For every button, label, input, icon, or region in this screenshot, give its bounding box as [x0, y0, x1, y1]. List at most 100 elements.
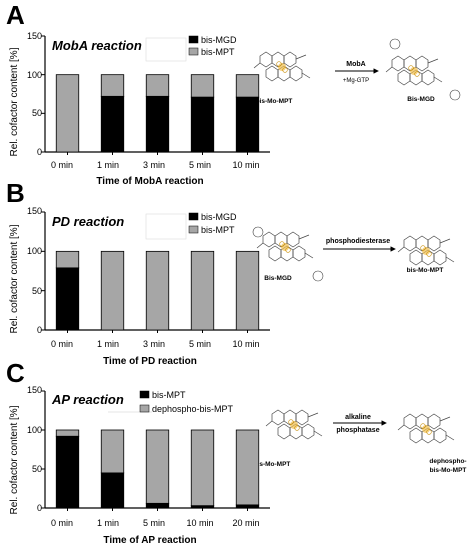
structure-right-icon — [397, 235, 455, 266]
tick-labels-a: 150 100 50 0 0 min 1 min 3 min 5 min 10 … — [27, 31, 260, 170]
guanine-ring-icon — [252, 226, 264, 238]
legend-label: dephospho-bis-MPT — [152, 404, 234, 414]
scheme-left-label: bis-Mo-MPT — [256, 98, 293, 105]
bar-light-segment — [100, 429, 125, 474]
bar-light-segment — [55, 74, 80, 153]
scheme-right-label: bis-Mo-MPT — [407, 267, 444, 274]
bars-panel-a — [41, 35, 270, 155]
legend-swatch-light — [188, 225, 199, 234]
chart-title-b: PD reaction — [52, 214, 124, 229]
panel-letter-c: C — [6, 358, 25, 388]
legend-swatch-dark — [188, 35, 199, 44]
bar-dark-segment — [100, 95, 125, 153]
x-tick-label: 0 min — [51, 518, 73, 528]
x-tick-label: 3 min — [143, 160, 165, 170]
bar-dark-segment — [55, 435, 80, 509]
x-tick-label: 1 min — [97, 339, 119, 349]
legend-label: bis-MGD — [201, 35, 237, 45]
bar-light-segment — [100, 74, 125, 97]
panel-a: A Rel. cofactor content [%] 150 100 50 0… — [6, 0, 260, 187]
x-tick-label: 0 min — [51, 160, 73, 170]
x-tick-label: 10 min — [232, 160, 259, 170]
x-axis-label-c: Time of AP reaction — [103, 535, 196, 546]
chart-title-a: MobA reaction — [52, 38, 142, 53]
bar-dark-segment — [145, 502, 170, 509]
bar-light-segment — [55, 429, 80, 437]
bar-dark-segment — [55, 267, 80, 331]
bars-panel-c — [41, 390, 270, 511]
arrow-sub-label: +Mg-GTP — [343, 78, 369, 84]
y-tick-label: 150 — [27, 31, 42, 41]
legend-frame — [145, 213, 187, 240]
bar-dark-segment — [235, 504, 260, 509]
x-tick-label: 10 min — [186, 518, 213, 528]
y-tick-label: 50 — [32, 286, 42, 296]
y-tick-label: 100 — [27, 425, 42, 435]
bar-light-segment — [235, 250, 260, 331]
legend-swatch-light — [188, 47, 199, 56]
bar-light-segment — [190, 429, 215, 507]
x-tick-label: 1 min — [97, 518, 119, 528]
bar-light-segment — [145, 74, 170, 97]
guanine-ring-icon — [312, 270, 324, 282]
bar-dark-segment — [100, 472, 125, 509]
y-axis-label-a: Rel. cofactor content [%] — [9, 47, 20, 156]
scheme-left-label: Bis-MGD — [264, 275, 292, 282]
legend-swatch-dark — [188, 212, 199, 221]
bar-light-segment — [190, 250, 215, 331]
bar-light-segment — [55, 250, 80, 269]
bar-light-segment — [235, 429, 260, 506]
structure-left-icon — [253, 51, 311, 82]
legend-b: bis-MGD bis-MPT — [188, 212, 237, 235]
bar-light-segment — [190, 74, 215, 98]
arrow-label: alkaline — [345, 414, 371, 421]
legend-a: bis-MGD bis-MPT — [188, 35, 237, 57]
scheme-right-label-2: bis-Mo-MPT — [430, 467, 467, 474]
x-axis-label-a: Time of MobA reaction — [96, 176, 203, 187]
guanine-ring-icon — [449, 89, 461, 101]
bars-panel-b — [41, 211, 270, 333]
panel-letter-b: B — [6, 178, 25, 208]
x-tick-label: 5 min — [189, 160, 211, 170]
y-tick-label: 50 — [32, 464, 42, 474]
scheme-a: bis-Mo-MPT MobA +Mg-GTP Bis-MGD — [253, 38, 461, 105]
scheme-left-label: bis-Mo-MPT — [254, 461, 291, 468]
structure-left-icon — [265, 409, 323, 440]
y-tick-label: 100 — [27, 70, 42, 80]
panel-letter-a: A — [6, 0, 25, 30]
legend-swatch-dark — [139, 390, 150, 399]
arrow-sub-label: phosphatase — [336, 427, 379, 434]
y-tick-label: 0 — [37, 325, 42, 335]
legend-frame — [145, 37, 187, 62]
legend-c: bis-MPT dephospho-bis-MPT — [139, 390, 234, 414]
bar-light-segment — [100, 250, 125, 331]
panel-b: B Rel. cofactor content [%] 150 100 50 0… — [6, 178, 260, 367]
scheme-b: Bis-MGD phosphodiesterase bis-Mo-MPT — [252, 226, 455, 282]
bar-dark-segment — [190, 96, 215, 153]
structure-right-icon — [397, 413, 455, 444]
panel-c: C Rel. cofactor content [%] 150 100 50 0… — [6, 358, 260, 546]
tick-labels-b: 150 100 50 0 0 min 1 min 3 min 5 min 10 … — [27, 206, 260, 349]
scheme-right-label: dephospho- — [429, 458, 466, 465]
legend-label: bis-MPT — [201, 47, 235, 57]
x-tick-label: 5 min — [143, 518, 165, 528]
bar-dark-segment — [235, 96, 260, 153]
x-tick-label: 20 min — [232, 518, 259, 528]
structure-right-icon — [385, 55, 443, 86]
y-tick-label: 100 — [27, 246, 42, 256]
bar-light-segment — [145, 429, 170, 504]
x-axis-label-b: Time of PD reaction — [103, 356, 197, 367]
legend-label: bis-MPT — [201, 225, 235, 235]
bar-light-segment — [235, 74, 260, 98]
x-tick-label: 3 min — [143, 339, 165, 349]
tick-labels-c: 150 100 50 0 0 min 1 min 5 min 10 min 20… — [27, 385, 260, 528]
x-tick-label: 10 min — [232, 339, 259, 349]
y-tick-label: 50 — [32, 108, 42, 118]
y-tick-label: 150 — [27, 385, 42, 395]
legend-swatch-light — [139, 404, 150, 413]
y-tick-label: 0 — [37, 503, 42, 513]
x-tick-label: 1 min — [97, 160, 119, 170]
structure-left-icon — [256, 231, 314, 262]
arrow-label: MobA — [346, 61, 365, 68]
